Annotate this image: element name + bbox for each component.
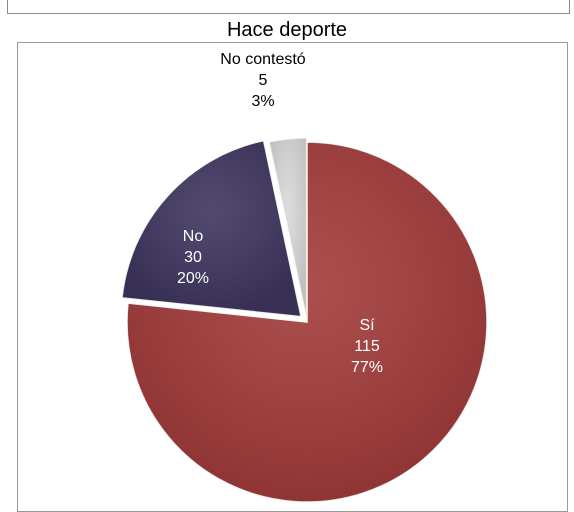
slice-label-1: No (183, 228, 204, 245)
slice-value-0: 115 (354, 338, 380, 355)
slice-value-2: 5 (259, 72, 268, 89)
slice-percent-2: 3% (251, 93, 274, 110)
pie-slice-shading-2 (269, 138, 307, 319)
upper-frame (7, 0, 570, 14)
slice-percent-1: 20% (177, 270, 209, 287)
slice-value-1: 30 (184, 249, 202, 266)
slice-label-0: Sí (359, 317, 375, 334)
slice-label-2: No contestó (220, 51, 305, 68)
pie-slice-shading-0 (127, 142, 488, 502)
slice-percent-0: 77% (351, 359, 383, 376)
pie-slice-shading-1 (122, 140, 302, 317)
chart-title: Hace deporte (226, 19, 348, 41)
